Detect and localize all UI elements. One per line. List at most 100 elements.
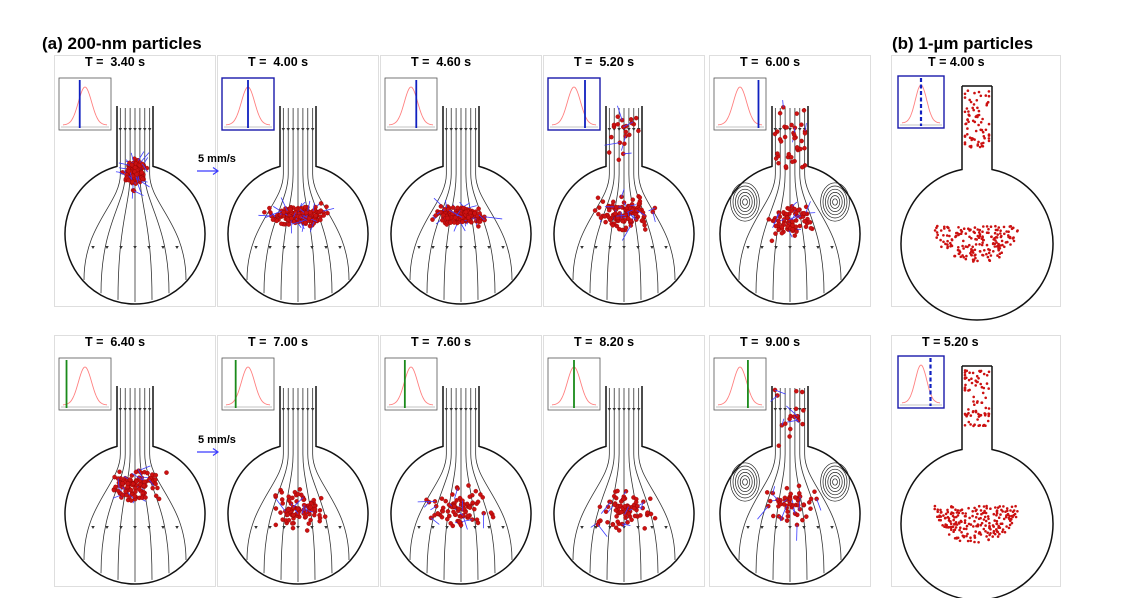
vortex-ring [832,478,838,486]
particle [143,495,148,500]
particle [1012,236,1015,239]
flow-arrow [338,526,342,529]
particle [801,210,807,216]
streamline [280,388,294,580]
streamline [799,108,825,294]
particle [962,534,966,538]
velocity-vector [312,203,315,211]
streamline [633,108,659,294]
particle [1005,525,1008,528]
particle [150,485,155,491]
particle [969,536,972,539]
particle [474,517,480,522]
particle [784,215,790,220]
particle [959,232,963,235]
particle [973,540,976,544]
particles [273,487,328,533]
streamline [307,108,333,294]
particle [971,106,974,110]
particle [946,510,950,514]
particle [995,519,999,523]
particle [799,138,804,144]
particle [986,515,990,518]
velocity-vector [781,418,785,426]
flow-arrow [431,526,435,529]
particle [964,257,968,261]
particle [973,506,976,510]
particle [767,498,773,504]
vortex-ring [735,468,755,496]
flow-arrow [622,246,626,249]
particle [966,245,969,249]
flow-arrow [161,526,165,529]
flow-arrow [778,128,783,131]
particle [615,122,621,127]
particle [785,509,790,514]
particle [967,378,971,382]
particle [955,511,959,514]
particle [982,527,986,531]
particle [466,483,471,488]
particle [307,511,312,517]
particle [115,488,121,494]
particle [1016,510,1019,513]
particle [790,159,795,165]
vortex-ring [730,182,760,222]
sim-panel-t-8-20: T = 8.20 s [543,335,705,587]
velocity-vector [117,478,120,490]
particle [954,235,957,239]
particle [616,528,622,533]
flow-arrow [301,408,305,411]
particle [961,511,964,515]
velocity-vector [798,496,801,510]
flow-arrow [473,526,477,529]
particles [933,89,1019,263]
particle [794,111,800,116]
streamline [280,108,294,300]
chamber-outline [553,386,695,585]
velocity-vector [772,486,776,494]
vortex-ring [827,192,843,212]
particle [973,403,976,406]
particle [440,505,446,511]
particle [467,505,473,510]
flow-arrow [783,408,787,411]
particles [430,197,503,232]
particle [1014,504,1017,508]
particle [948,229,951,232]
flow-arrow [501,526,505,529]
particle [447,513,452,519]
flow-arrow [816,246,820,249]
particle [966,413,969,416]
velocity-vector [617,105,623,121]
particle [982,135,986,138]
particle [977,123,980,127]
particle [996,535,1000,538]
particle [1009,509,1012,512]
particle [992,525,995,528]
particle [967,506,970,510]
chamber-outline [900,366,1054,598]
particle [987,122,991,126]
velocity-vector [133,190,144,196]
particle [963,371,967,374]
particle [969,144,973,148]
particle [963,514,967,518]
particle [794,145,800,150]
particle [964,383,967,387]
particle [611,122,617,128]
flow-arrow [142,128,147,131]
particle [792,495,798,500]
particle [592,208,598,213]
particle [308,504,313,510]
particle [120,481,125,486]
particle [448,220,453,225]
velocity-vector [648,207,656,212]
particle [1008,225,1012,228]
particle [145,470,150,476]
particle [267,205,272,211]
particle [974,129,978,133]
particle [776,160,781,166]
particle [988,533,991,537]
vortex-ring [737,192,753,212]
